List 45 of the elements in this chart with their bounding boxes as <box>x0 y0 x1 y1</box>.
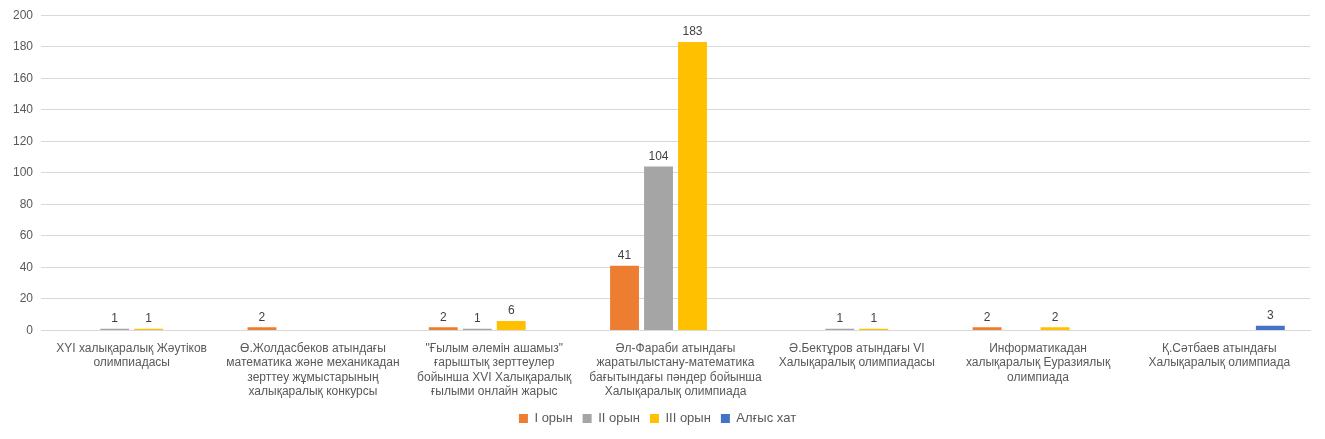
bar <box>678 41 707 330</box>
y-tick-label: 60 <box>19 228 34 243</box>
y-tick-label: 120 <box>12 133 34 148</box>
data-label: 2 <box>439 309 447 324</box>
data-label: 104 <box>648 148 669 163</box>
x-tick-label: Информатикадан халықаралық Еуразиялық олимпиада <box>965 340 1111 384</box>
data-label: 1 <box>473 311 481 326</box>
x-tick-label: Әл-Фараби атындағы жаратылыстану-математика бағытындағы пәндер бойынша Халықаралық олимпиада <box>589 340 762 399</box>
data-label: 1 <box>870 311 878 326</box>
data-label: 183 <box>682 24 703 39</box>
y-tick-label: 160 <box>12 70 34 85</box>
bar <box>428 327 458 330</box>
bar <box>247 327 277 330</box>
y-tick-label: 140 <box>12 102 34 117</box>
y-tick-label: 80 <box>19 196 34 211</box>
y-tick-label: 200 <box>12 7 34 22</box>
x-tick-label: Қ.Сәтбаев атындағы Халықаралық олимпиада <box>1148 340 1291 370</box>
data-label: 1 <box>145 311 153 326</box>
data-label: 1 <box>111 311 119 326</box>
x-tick-label: Ә.Бектұров атындағы VI Халықаралық олимпиадасы <box>778 340 935 370</box>
y-tick-label: 20 <box>19 291 34 306</box>
bar <box>972 327 1002 330</box>
data-label: 6 <box>507 303 515 318</box>
legend-label: I орын <box>534 410 573 426</box>
data-label: 3 <box>1267 307 1274 322</box>
legend-label: Алғыс хат <box>736 410 797 426</box>
bar <box>496 320 526 330</box>
data-label: 2 <box>1051 309 1059 324</box>
data-label: 2 <box>983 309 991 324</box>
data-label: 2 <box>258 309 266 324</box>
x-tick-label: XYI халықаралық Жәутіков олимпиадасы <box>56 340 208 370</box>
legend-label: II орын <box>598 410 640 426</box>
data-label: 41 <box>617 248 632 263</box>
legend-label: III орын <box>665 410 711 426</box>
x-tick-label: "Ғылым әлемін ашамыз" ғарыштық зерттеулер бойынша XVI Халықаралық ғылыми онлайн жарыс <box>417 340 573 399</box>
data-label: 1 <box>836 311 844 326</box>
y-tick-label: 0 <box>26 322 34 337</box>
bar <box>644 166 673 330</box>
y-tick-label: 100 <box>12 165 34 180</box>
y-tick-label: 180 <box>12 39 34 54</box>
x-tick-label: Ө.Жолдасбеков атындағы математика және механикадан зерттеу жұмыстарының халықаралық конкурсы <box>226 340 400 399</box>
bar <box>610 265 639 330</box>
y-tick-label: 40 <box>19 259 34 274</box>
bar <box>1040 327 1070 330</box>
bar <box>1255 325 1285 330</box>
